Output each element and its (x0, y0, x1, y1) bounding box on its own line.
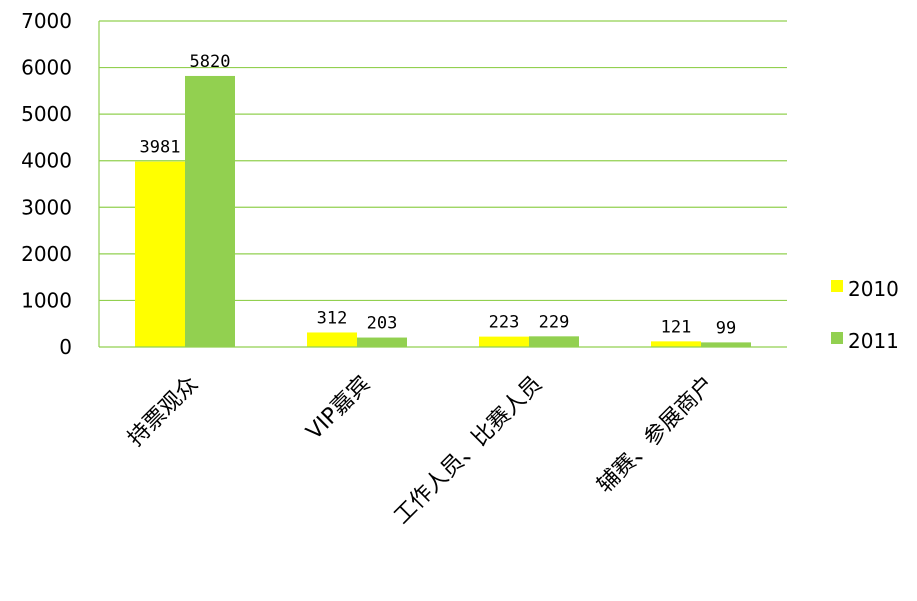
bars (135, 75, 751, 347)
y-tick-label: 4000 (21, 149, 72, 173)
bar-2011-0 (185, 75, 235, 347)
bar-2011-3 (701, 342, 751, 347)
x-category-label: 辅赛、参展商户 (593, 372, 720, 499)
y-tick-label: 0 (59, 335, 72, 359)
data-label: 229 (539, 312, 570, 332)
y-tick-label: 1000 (21, 288, 72, 312)
data-label: 3981 (140, 138, 181, 158)
bar-2011-1 (357, 337, 407, 347)
x-category-label: 持票观众 (123, 372, 203, 452)
data-label: 203 (367, 314, 398, 334)
data-label: 223 (489, 313, 520, 333)
bar-2010-2 (479, 336, 529, 347)
x-category-label: 工作人员、比赛人员 (390, 372, 548, 530)
data-label: 99 (716, 318, 736, 338)
y-tick-label: 7000 (21, 9, 72, 33)
bar-2010-1 (307, 332, 357, 347)
data-labels: 3981 5820 312 203 223 229 121 99 (140, 52, 737, 338)
bar-2010-0 (135, 161, 185, 347)
legend: 2010 2011 (831, 277, 899, 353)
data-label: 121 (661, 317, 692, 337)
y-tick-label: 2000 (21, 242, 72, 266)
legend-swatch-2010 (831, 280, 843, 292)
bar-2010-3 (651, 341, 701, 347)
data-label: 5820 (190, 52, 231, 72)
legend-swatch-2011 (831, 332, 843, 344)
legend-label: 2010 (848, 277, 899, 301)
legend-label: 2011 (848, 329, 899, 353)
data-label: 312 (317, 308, 348, 328)
y-tick-label: 5000 (21, 102, 72, 126)
y-tick-label: 3000 (21, 195, 72, 219)
x-category-label: VIP嘉宾 (302, 372, 375, 445)
bar-2011-2 (529, 336, 579, 347)
y-tick-label: 6000 (21, 56, 72, 80)
